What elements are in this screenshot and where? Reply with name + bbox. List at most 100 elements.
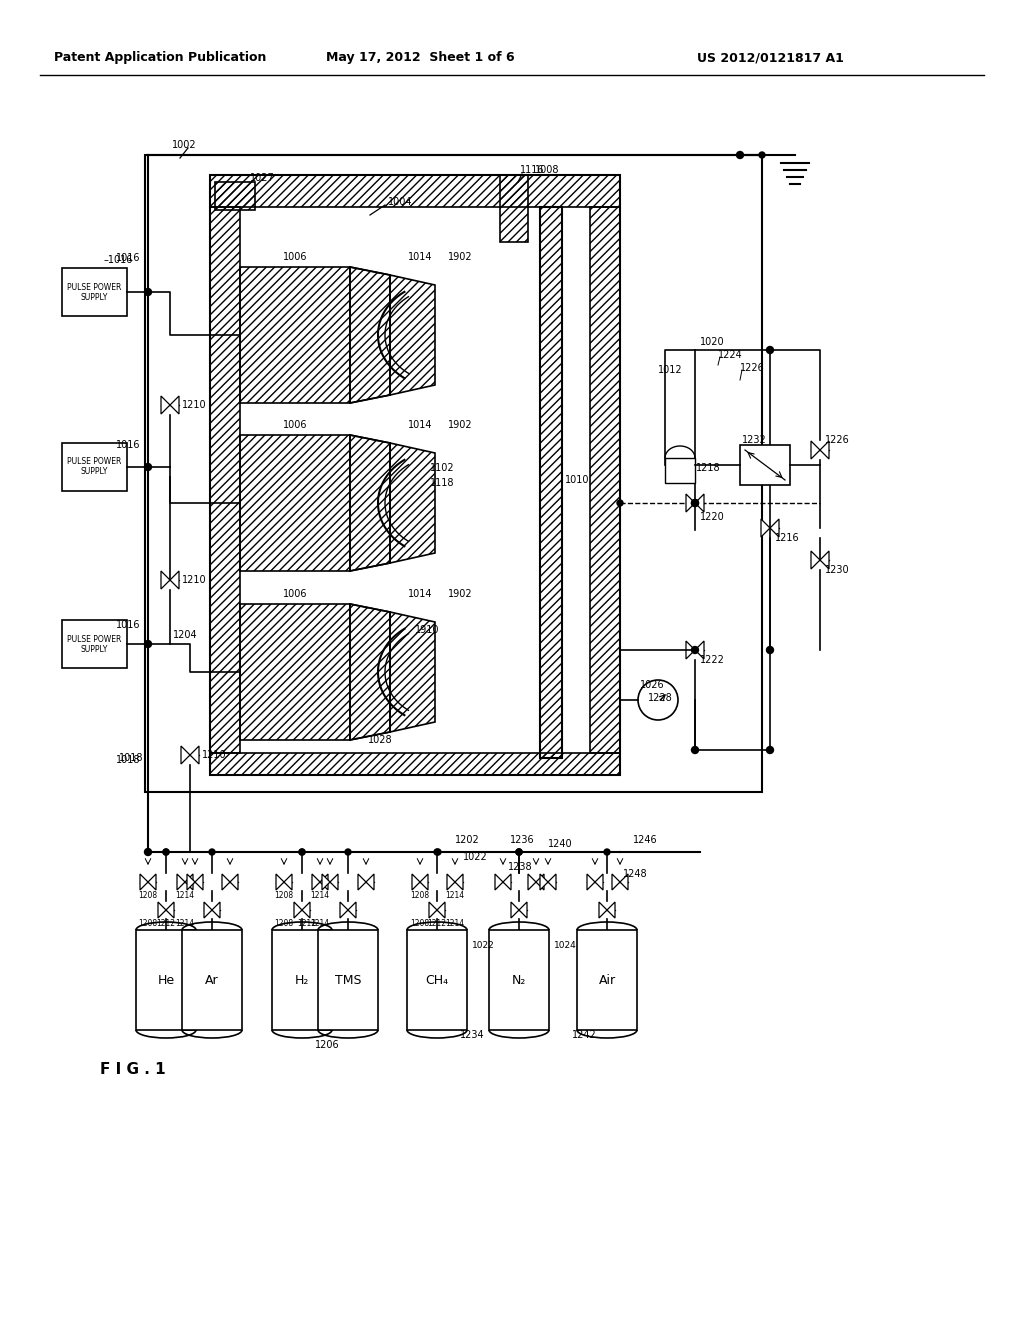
Polygon shape [620,874,628,890]
Bar [62,444,127,491]
Circle shape [691,647,698,653]
Text: 1222: 1222 [700,655,725,665]
Text: 1006: 1006 [283,252,307,261]
Bar [210,176,620,207]
Bar [577,931,637,1030]
Text: 1226: 1226 [825,436,850,445]
Circle shape [516,849,522,855]
Circle shape [163,849,169,855]
Polygon shape [612,874,620,890]
Text: SUPPLY: SUPPLY [80,644,108,653]
Polygon shape [599,902,607,917]
Polygon shape [204,902,212,917]
Text: 1228: 1228 [648,693,673,704]
Text: PULSE POWER: PULSE POWER [67,458,121,466]
Polygon shape [340,902,348,917]
Polygon shape [312,874,319,890]
Bar [318,931,378,1030]
Text: SUPPLY: SUPPLY [80,293,108,301]
Text: 1902: 1902 [449,420,473,430]
Bar [500,176,528,242]
Polygon shape [540,874,548,890]
Text: N₂: N₂ [512,974,526,986]
Polygon shape [212,902,220,917]
Circle shape [691,747,698,754]
Circle shape [604,849,610,855]
Text: 1208: 1208 [274,891,294,900]
Text: 1212: 1212 [157,920,175,928]
Polygon shape [350,267,390,403]
Text: 1214: 1214 [310,891,330,900]
Bar [210,207,240,752]
Text: 1118: 1118 [430,478,455,488]
Circle shape [516,849,522,855]
Bar [590,207,620,752]
Text: 1006: 1006 [283,589,307,599]
Text: 1008: 1008 [535,165,559,176]
Text: –1016: –1016 [103,255,133,265]
Text: Patent Application Publication: Patent Application Publication [54,51,266,65]
Text: 1214: 1214 [175,920,195,928]
Text: 1212: 1212 [427,920,446,928]
Polygon shape [195,874,203,890]
Text: 1208: 1208 [411,891,429,900]
Text: 1240: 1240 [548,840,572,849]
Polygon shape [284,874,292,890]
Polygon shape [140,874,148,890]
Text: 1220: 1220 [700,512,725,521]
Text: F I G . 1: F I G . 1 [100,1063,166,1077]
Bar [665,458,695,483]
Polygon shape [511,902,519,917]
Polygon shape [686,642,695,659]
Polygon shape [350,436,390,572]
Circle shape [759,152,765,158]
Polygon shape [695,642,705,659]
Text: 1014: 1014 [408,589,432,599]
Text: 1012: 1012 [658,366,683,375]
Bar [62,620,127,668]
Text: 1022: 1022 [472,940,495,949]
Bar [489,931,549,1030]
Text: 1208: 1208 [138,891,158,900]
Bar [210,752,620,775]
Polygon shape [412,874,420,890]
Text: 1210: 1210 [182,400,207,411]
Polygon shape [420,874,428,890]
Circle shape [144,640,152,648]
Text: SUPPLY: SUPPLY [80,467,108,477]
Text: 1024: 1024 [554,940,577,949]
Text: 1202: 1202 [455,836,480,845]
Text: 1212: 1212 [298,920,316,928]
Circle shape [435,849,441,855]
Polygon shape [447,874,455,890]
Polygon shape [536,874,544,890]
Polygon shape [595,874,603,890]
Polygon shape [761,519,770,537]
Text: 1208: 1208 [274,920,294,928]
Circle shape [736,152,743,158]
Polygon shape [158,902,166,917]
Text: 1232: 1232 [742,436,767,445]
Circle shape [163,849,169,855]
Polygon shape [528,874,536,890]
Polygon shape [820,550,829,569]
Polygon shape [695,494,705,512]
Circle shape [767,346,773,354]
Polygon shape [190,746,199,764]
Circle shape [299,849,305,855]
Text: 1018: 1018 [119,752,143,763]
Text: 1242: 1242 [572,1030,597,1040]
Text: CH₄: CH₄ [425,974,449,986]
Circle shape [144,849,152,855]
Text: 1214: 1214 [310,920,330,928]
Text: PULSE POWER: PULSE POWER [67,282,121,292]
Circle shape [144,289,152,296]
Text: 1218: 1218 [696,463,721,473]
Polygon shape [358,874,366,890]
Polygon shape [811,550,820,569]
Polygon shape [166,902,174,917]
Text: 1234: 1234 [460,1030,484,1040]
Polygon shape [170,396,179,414]
Bar [136,931,196,1030]
Polygon shape [302,902,310,917]
